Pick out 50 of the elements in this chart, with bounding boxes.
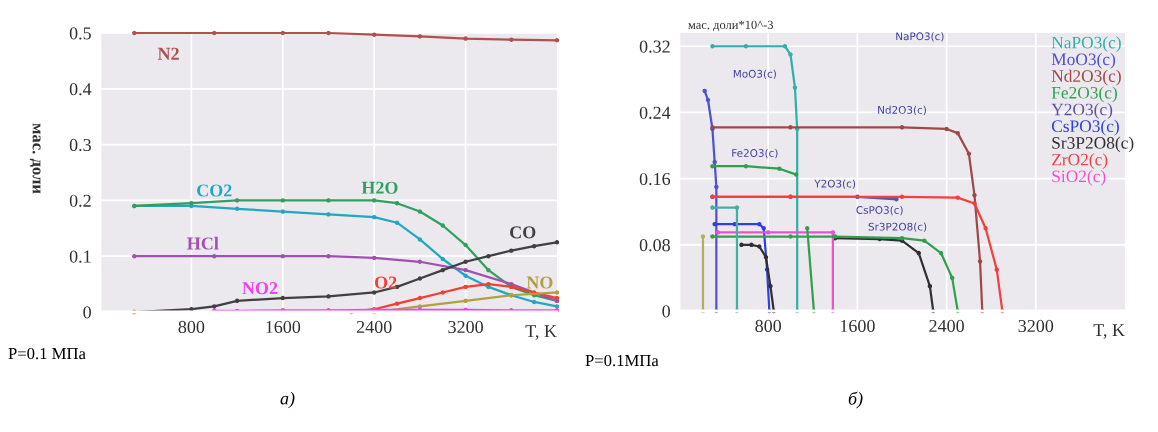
x-tick-label: 800 [755,319,782,333]
annotation: Sr3P2O8(c) [868,222,927,232]
y-tick-label: 0.08 [639,239,670,252]
y-tick-label: 0.2 [69,194,91,207]
y-tick-label: 0.24 [639,106,671,119]
y-tick-label: 0.3 [69,138,91,152]
annotation: NaPO3(c) [896,32,944,42]
x-tick-label: 2400 [356,320,392,334]
annotation: Fe2O3(c) [732,148,778,159]
text: Nd2O3(c) [1051,69,1121,86]
y-tick-label: 0.32 [639,40,670,53]
series-label: CO2 [197,184,232,197]
text: CsPO3(c) [1051,119,1119,136]
text: MoO3(c) [1051,52,1116,69]
y-tick-label: 0 [662,305,670,318]
text: P=0.1МПа [585,354,659,367]
series-label: O2 [374,276,397,289]
series-label: H2O [361,181,398,194]
y-tick-label: 0.1 [69,250,91,263]
series-label: N2 [157,47,179,60]
text: б) [848,391,863,409]
annotation: MoO3(c) [733,69,776,79]
y-tick-label: 0 [83,306,91,319]
x-axis-title: T, K [1093,324,1125,339]
text: Y2O3(c) [1051,103,1113,119]
text: Sr3P2O8(c) [1052,136,1134,153]
x-tick-label: 3200 [448,320,483,334]
series-label: HCl [187,236,219,250]
x-tick-label: 1600 [266,320,301,334]
x-tick-label: 1600 [840,319,875,333]
x-tick-label: 3200 [1018,319,1054,333]
x-tick-label: 2400 [929,319,964,333]
annotation: CsPO3(c) [856,205,903,216]
y-tick-label: 0.5 [69,27,91,40]
text: NaPO3(c) [1051,36,1121,52]
y-axis-title: мас. доли*10^-3 [688,20,773,32]
y-axis-title: мас. доли [29,123,41,194]
text: а) [280,391,295,409]
x-axis-title: T, K [525,325,557,340]
text: SiO2(c) [1052,169,1106,186]
text: ZrO2(c) [1052,153,1108,169]
text: Fe2O3(c) [1051,86,1117,103]
annotation: Nd2O3(c) [878,105,926,116]
annotation: Y2O3(c) [814,179,856,189]
y-tick-label: 0.16 [639,172,671,186]
text: P=0.1 МПа [8,347,86,360]
x-tick-label: 800 [178,320,205,334]
series-label: CO [510,226,536,239]
series-label: NO [526,276,553,289]
y-tick-label: 0.4 [69,83,92,96]
